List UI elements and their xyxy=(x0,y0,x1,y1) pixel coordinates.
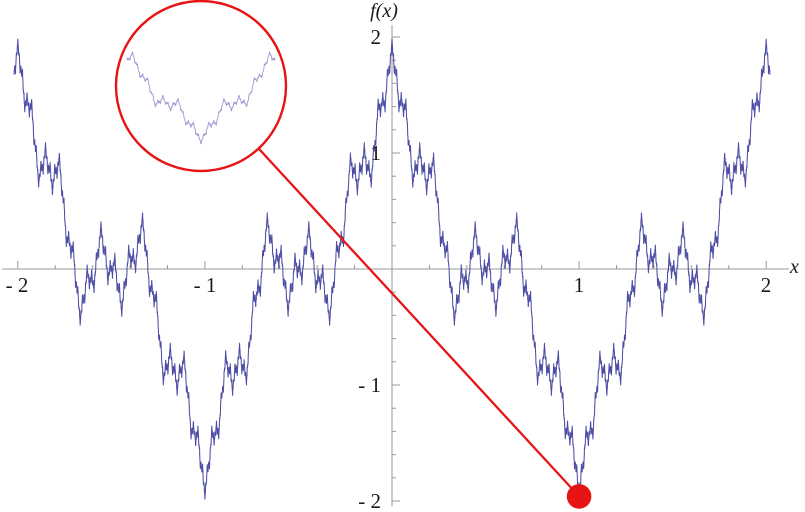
magnifier-inset-curve xyxy=(126,51,276,145)
y-tick-label-neg1: - 1 xyxy=(358,373,381,397)
magnifier-callout-line xyxy=(257,147,580,498)
function-curve xyxy=(13,38,771,500)
y-tick-label-neg2: - 2 xyxy=(358,489,381,512)
magnifier-inset-group xyxy=(126,51,276,145)
magnifier-circle xyxy=(114,0,288,173)
y-tick-label-1: 1 xyxy=(370,141,382,165)
x-tick-label-1: 1 xyxy=(573,273,585,297)
y-tick-label-2: 2 xyxy=(370,25,382,49)
x-tick-label-neg1: - 1 xyxy=(193,273,217,297)
x-axis-title: x xyxy=(790,256,799,278)
highlight-point-dot xyxy=(566,484,592,509)
x-tick-label-2: 2 xyxy=(760,273,772,297)
x-tick-label-neg2: - 2 xyxy=(5,273,29,297)
y-axis-title: f(x) xyxy=(370,0,398,22)
